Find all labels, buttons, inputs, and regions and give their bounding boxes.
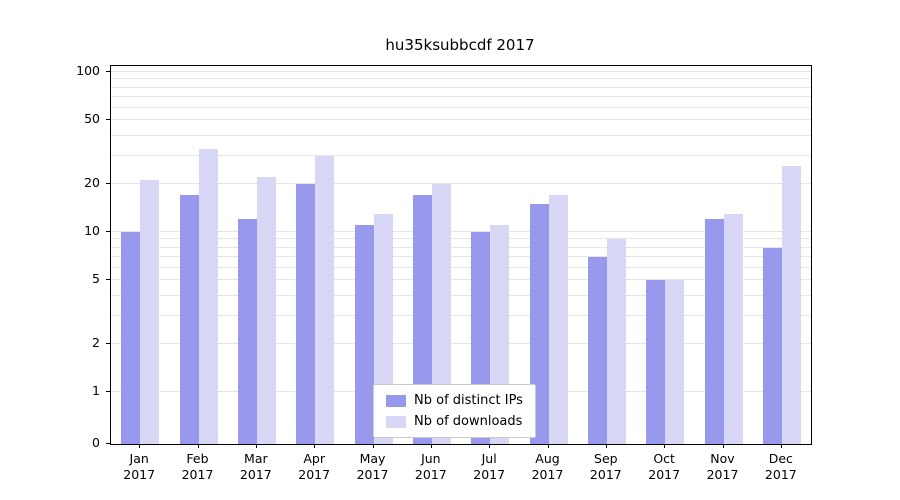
ytick-mark	[106, 279, 110, 281]
xtick-mark	[139, 444, 141, 448]
ytick-label: 10	[84, 223, 100, 238]
xtick-label: Nov 2017	[706, 451, 739, 482]
gridline	[111, 95, 811, 97]
gridline	[111, 246, 811, 248]
gridline	[111, 294, 811, 296]
gridline	[111, 279, 811, 281]
bar-distinct-ips	[412, 195, 432, 444]
bar-downloads	[548, 195, 568, 444]
xtick-mark	[489, 444, 491, 448]
bar-distinct-ips	[354, 225, 374, 444]
xtick-label: Aug 2017	[531, 451, 564, 482]
xtick-mark	[255, 444, 257, 448]
ytick-mark	[106, 231, 110, 232]
ytick-label: 2	[92, 334, 100, 350]
xtick-mark	[430, 444, 432, 448]
legend-label-distinct-ips: Nb of distinct IPs	[414, 393, 523, 408]
gridline	[111, 154, 811, 156]
bar-distinct-ips	[646, 280, 666, 444]
gridline	[111, 314, 811, 316]
gridline	[111, 106, 811, 108]
ytick-mark	[106, 443, 110, 444]
ytick-label: 5	[92, 271, 100, 287]
ytick-label: 1	[92, 383, 100, 398]
bar-downloads	[606, 239, 626, 444]
bar-downloads	[431, 183, 451, 444]
gridline	[111, 182, 811, 184]
xtick-label: Jan 2017	[123, 451, 156, 482]
bar-distinct-ips	[762, 247, 782, 444]
gridline	[111, 134, 811, 136]
legend: Nb of distinct IPs Nb of downloads	[373, 384, 536, 438]
ytick-mark	[106, 391, 110, 392]
bar-distinct-ips	[529, 203, 549, 444]
legend-label-downloads: Nb of downloads	[414, 414, 523, 429]
legend-item-downloads: Nb of downloads	[386, 414, 523, 429]
xtick-mark	[780, 444, 782, 448]
bar-distinct-ips	[121, 232, 141, 444]
ytick-label: 0	[92, 435, 100, 450]
bar-distinct-ips	[296, 183, 316, 444]
bar-downloads	[315, 155, 335, 444]
plot-area: Nb of distinct IPs Nb of downloads	[110, 65, 812, 445]
ytick-label: 20	[84, 174, 100, 190]
bar-downloads	[781, 165, 801, 444]
legend-swatch-downloads	[386, 415, 406, 428]
gridline	[111, 266, 811, 268]
ytick-mark	[106, 342, 110, 344]
bar-distinct-ips	[237, 219, 257, 444]
xtick-label: Dec 2017	[764, 451, 797, 482]
xtick-label: Jul 2017	[473, 451, 506, 482]
bar-distinct-ips	[179, 195, 199, 444]
xtick-label: Mar 2017	[239, 451, 272, 482]
xtick-label: May 2017	[356, 451, 389, 482]
bar-downloads	[198, 149, 218, 444]
bar-distinct-ips	[587, 256, 607, 444]
gridline	[111, 255, 811, 257]
gridline	[111, 78, 811, 80]
xtick-mark	[722, 444, 724, 448]
xtick-mark	[314, 444, 316, 448]
gridline	[111, 342, 811, 344]
gridline	[111, 86, 811, 88]
xtick-mark	[664, 444, 666, 448]
xtick-label: Oct 2017	[648, 451, 681, 482]
ytick-label: 100	[76, 63, 100, 78]
xtick-mark	[372, 444, 374, 448]
xtick-label: Feb 2017	[181, 451, 214, 482]
bar-downloads	[665, 280, 685, 444]
ytick-mark	[106, 71, 110, 72]
bar-downloads	[723, 213, 743, 444]
xtick-mark	[547, 444, 549, 448]
gridline	[111, 231, 811, 232]
chart-title: hu35ksubbcdf 2017	[385, 36, 535, 54]
bar-distinct-ips	[704, 219, 724, 444]
xtick-mark	[605, 444, 607, 448]
ytick-mark	[106, 119, 110, 121]
gridline	[111, 71, 811, 72]
gridline	[111, 119, 811, 121]
legend-swatch-distinct-ips	[386, 394, 406, 407]
bar-downloads	[256, 177, 276, 444]
xtick-label: Jun 2017	[414, 451, 447, 482]
bar-downloads	[140, 180, 160, 444]
xtick-mark	[197, 444, 199, 448]
ytick-mark	[106, 182, 110, 184]
ytick-label: 50	[84, 111, 100, 127]
xtick-label: Sep 2017	[589, 451, 622, 482]
xtick-label: Apr 2017	[298, 451, 331, 482]
legend-item-distinct-ips: Nb of distinct IPs	[386, 393, 523, 408]
gridline	[111, 238, 811, 240]
